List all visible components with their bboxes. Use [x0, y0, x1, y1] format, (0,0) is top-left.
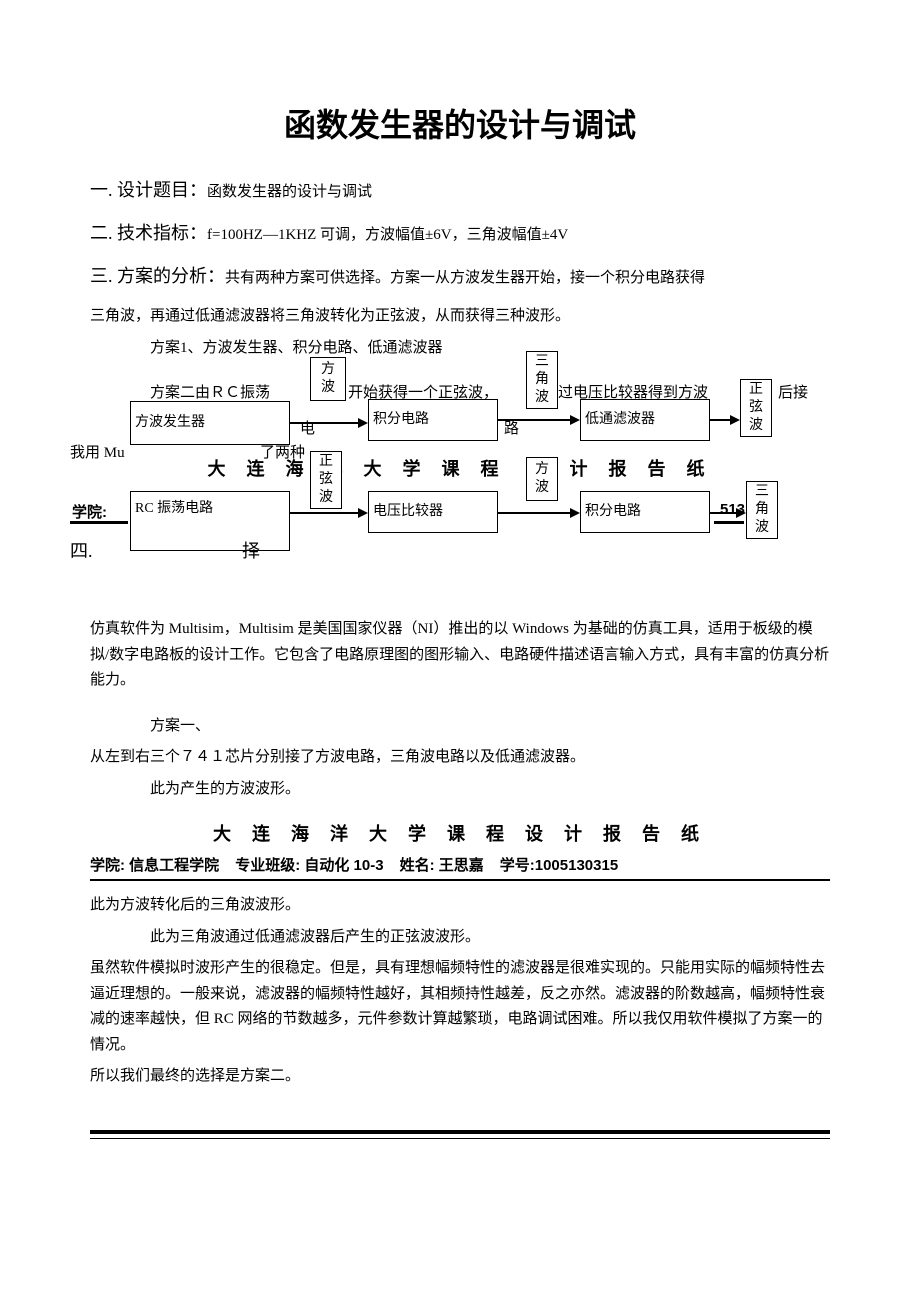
sec3-lead: 三. 方案的分析：	[90, 266, 225, 286]
arrowb2-head	[570, 508, 580, 518]
sec2-lead: 二. 技术指标：	[90, 223, 207, 243]
arrow2-head	[570, 415, 580, 425]
info-row-2: 学院: 信息工程学院 专业班级: 自动化 10-3 姓名: 王思嘉 学号:100…	[90, 854, 830, 881]
body2-3: 虽然软件模拟时波形产生的很稳定。但是，具有理想幅频特性的滤波器是很难实现的。只能…	[90, 956, 830, 1058]
info-underline-left	[70, 521, 128, 524]
info-id: 学号:1005130315	[500, 854, 618, 875]
section-3: 三. 方案的分析：共有两种方案可供选择。方案一从方波发生器开始，接一个积分电路获…	[90, 262, 830, 291]
section-2: 二. 技术指标：f=100HZ—1KHZ 可调，方波幅值±6V，三角波幅值±4V	[90, 219, 830, 248]
sec1-lead: 一. 设计题目：	[90, 180, 207, 200]
box-zhengxian: 正 弦 波	[740, 379, 772, 437]
sec3b: 三角波，再通过低通滤波器将三角波转化为正弦波，从而获得三种波形。	[90, 304, 830, 330]
box-fangbo-small: 方 波	[310, 357, 346, 401]
box-comparator: 电压比较器	[368, 491, 498, 533]
sec4-rest: 择	[242, 537, 260, 566]
plan1-p2: 此为产生的方波波形。	[90, 777, 830, 803]
flowchart-region: 方案二由ＲＣ振荡 开始获得一个正弦波， 过电压比较器得到方波 后接 方波发生器 …	[90, 369, 830, 599]
arrowb2-line	[498, 512, 574, 514]
univ-header1: 大 连 海 洋 大 学 课 程 计 报 告 纸	[90, 455, 830, 481]
plan1-label: 方案1、方波发生器、积分电路、低通滤波器	[90, 336, 830, 362]
arrow1-line	[290, 422, 362, 424]
info-name: 姓名: 王思嘉	[400, 854, 484, 875]
box-rc-osc: RC 振荡电路	[130, 491, 290, 551]
body2-4: 所以我们最终的选择是方案二。	[90, 1064, 830, 1090]
sec4-lead: 四.	[70, 541, 93, 561]
arrow2-line	[498, 419, 574, 421]
page: 函数发生器的设计与调试 一. 设计题目：函数发生器的设计与调试 二. 技术指标：…	[0, 0, 920, 1187]
section-4: 四.	[70, 537, 93, 566]
body2-1: 此为方波转化后的三角波波形。	[90, 893, 830, 919]
arrowb1-head	[358, 508, 368, 518]
info-class: 专业班级: 自动化 10-3	[235, 854, 383, 875]
box-lowpass: 低通滤波器	[580, 399, 710, 441]
arrow1-head	[358, 418, 368, 428]
box-square-gen: 方波发生器	[130, 401, 290, 445]
box-zxw2: 正 弦 波	[310, 451, 342, 509]
frag-dian: 电	[300, 417, 315, 443]
box-sjw2: 三 角 波	[746, 481, 778, 539]
box-sanjiao-small: 三 角 波	[526, 351, 558, 409]
sec3-rest: 共有两种方案可供选择。方案一从方波发生器开始，接一个积分电路获得	[225, 270, 705, 286]
plan2-text-d: 后接	[778, 381, 808, 407]
box-fb2: 方 波	[526, 457, 558, 501]
bottom-divider	[90, 1130, 830, 1140]
info-college: 学院: 信息工程学院	[90, 854, 219, 875]
info-college-partial: 学院:	[72, 501, 107, 522]
arrowb3-head	[736, 508, 746, 518]
box-integrator2: 积分电路	[580, 491, 710, 533]
hdr1b: 计 报 告 纸	[570, 459, 713, 479]
sec1-rest: 函数发生器的设计与调试	[207, 184, 372, 200]
hdr1a: 大 连 海 洋 大 学 课 程	[207, 459, 506, 479]
thick-rule	[90, 1130, 830, 1134]
info-underline-right	[714, 521, 744, 524]
sec2-rest: f=100HZ—1KHZ 可调，方波幅值±6V，三角波幅值±4V	[207, 227, 568, 243]
arrowb1-line	[290, 512, 362, 514]
plan1-p1: 从左到右三个７４１芯片分别接了方波电路，三角波电路以及低通滤波器。	[90, 745, 830, 771]
section-1: 一. 设计题目：函数发生器的设计与调试	[90, 176, 830, 205]
thin-rule	[90, 1138, 830, 1140]
box-integrator: 积分电路	[368, 399, 498, 441]
plan1-header: 方案一、	[90, 714, 830, 740]
body2-2: 此为三角波通过低通滤波器后产生的正弦波波形。	[90, 925, 830, 951]
arrow3-head	[730, 415, 740, 425]
main-title: 函数发生器的设计与调试	[90, 100, 830, 146]
univ-header2: 大 连 海 洋 大 学 课 程 设 计 报 告 纸	[90, 820, 830, 846]
sim-desc: 仿真软件为 Multisim，Multisim 是美国国家仪器（NI）推出的以 …	[90, 617, 830, 694]
